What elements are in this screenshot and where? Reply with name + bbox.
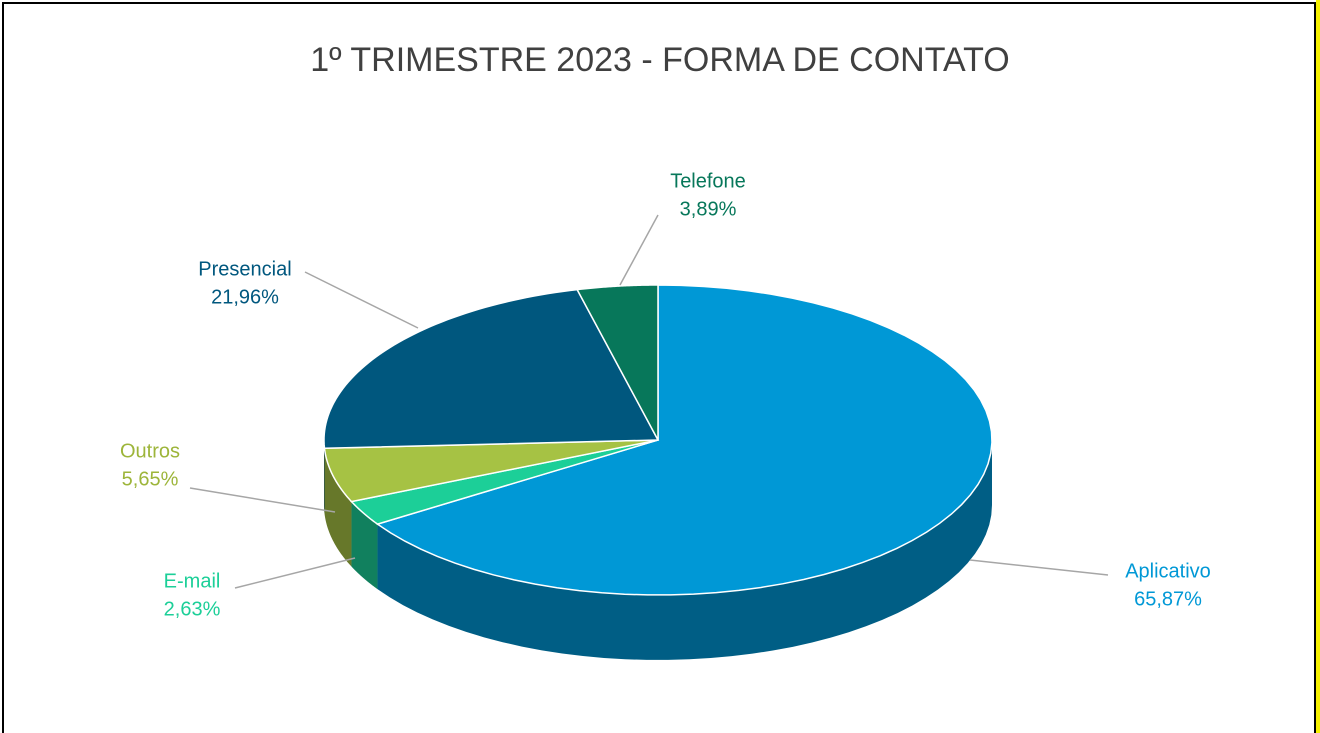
leader-line	[969, 559, 1109, 576]
slice-value-label: 21,96%	[211, 286, 279, 308]
slice-label: Aplicativo	[1125, 560, 1211, 582]
slice	[350, 439, 659, 525]
slice	[575, 284, 659, 441]
leader-line	[304, 271, 419, 329]
slice-label: Outros	[120, 440, 180, 462]
slice-side	[377, 440, 992, 660]
slice-value-label: 3,89%	[680, 198, 737, 220]
slice-value-label: 2,63%	[164, 598, 221, 620]
leader-line	[234, 557, 356, 589]
slice-side	[351, 501, 378, 590]
slice-label: E-mail	[164, 570, 221, 592]
slice-value-label: 65,87%	[1134, 588, 1202, 610]
slice-label: Telefone	[670, 170, 746, 192]
chart-title: 1º TRIMESTRE 2023 - FORMA DE CONTATO	[310, 41, 1009, 79]
slice	[375, 284, 993, 596]
leader-line	[619, 214, 659, 286]
slice	[323, 439, 659, 503]
slice-label: Presencial	[198, 258, 291, 280]
edge-highlight	[1316, 0, 1320, 733]
slice-side	[324, 448, 352, 567]
slice	[323, 288, 660, 450]
leader-line	[189, 487, 336, 513]
slice-value-label: 5,65%	[122, 468, 179, 490]
